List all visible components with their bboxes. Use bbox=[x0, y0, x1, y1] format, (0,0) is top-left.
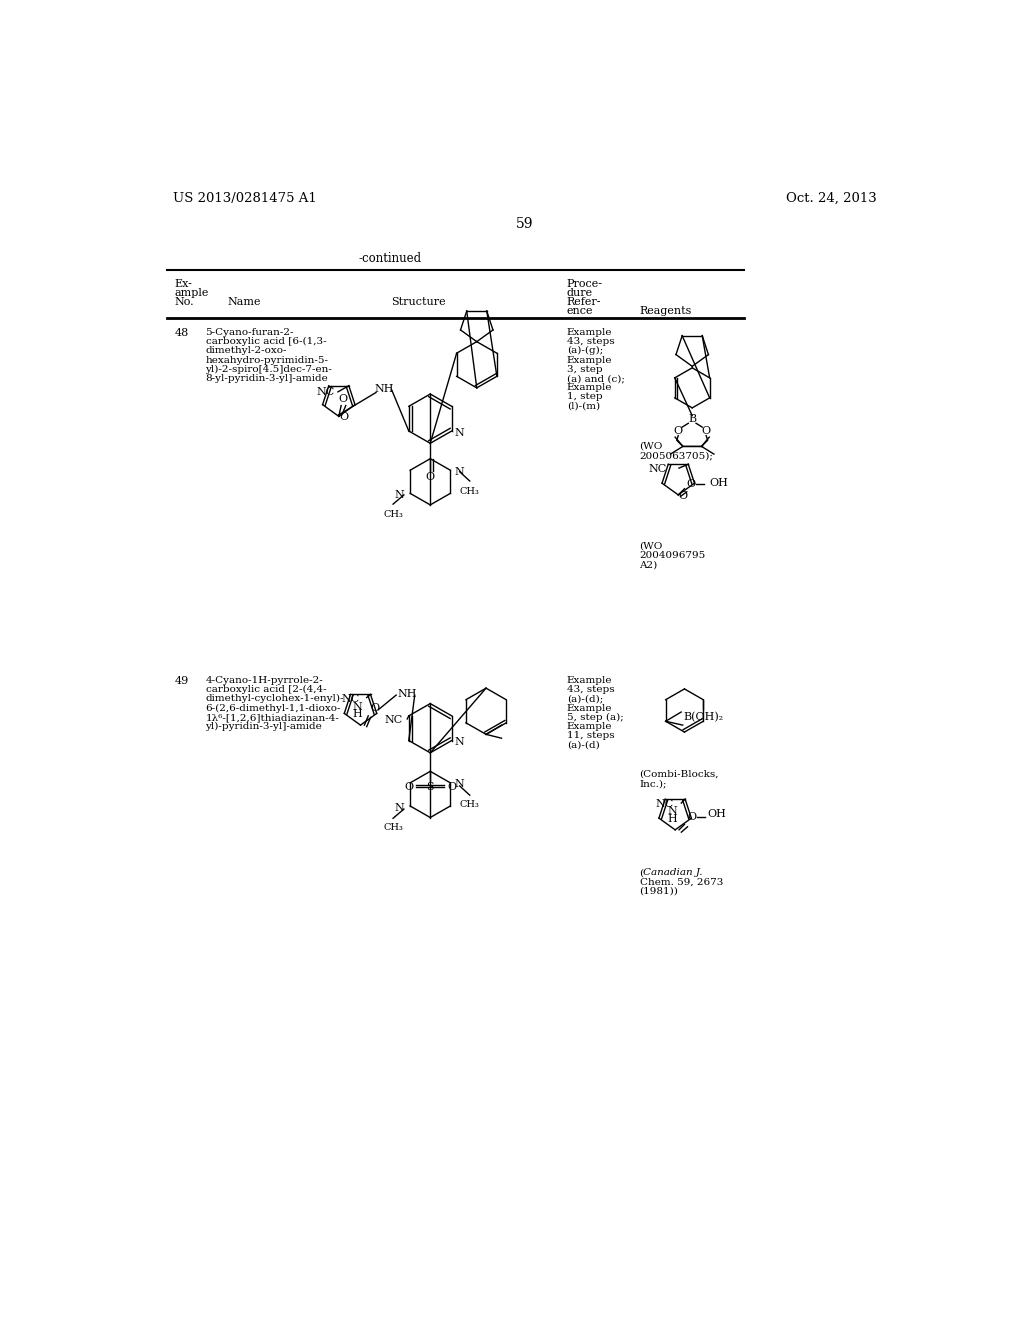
Text: OH: OH bbox=[708, 809, 727, 820]
Text: dimethyl-2-oxo-: dimethyl-2-oxo- bbox=[206, 346, 287, 355]
Text: CH₃: CH₃ bbox=[460, 487, 479, 496]
Text: 5, step (a);: 5, step (a); bbox=[566, 713, 624, 722]
Text: O: O bbox=[339, 412, 348, 422]
Text: N: N bbox=[454, 428, 464, 437]
Text: Refer-: Refer- bbox=[566, 297, 601, 308]
Text: -continued: -continued bbox=[358, 252, 422, 265]
Text: (WO: (WO bbox=[640, 442, 663, 450]
Text: ample: ample bbox=[174, 288, 209, 298]
Text: (WO: (WO bbox=[640, 543, 663, 550]
Text: H: H bbox=[668, 814, 677, 824]
Text: Example: Example bbox=[566, 704, 612, 713]
Text: NC: NC bbox=[384, 714, 402, 725]
Text: 4-Cyano-1H-pyrrole-2-: 4-Cyano-1H-pyrrole-2- bbox=[206, 676, 324, 685]
Text: O: O bbox=[338, 395, 347, 404]
Text: Chem. 59, 2673: Chem. 59, 2673 bbox=[640, 878, 723, 887]
Text: Example: Example bbox=[566, 676, 612, 685]
Text: (1981)): (1981)) bbox=[640, 887, 678, 896]
Text: US 2013/0281475 A1: US 2013/0281475 A1 bbox=[173, 191, 316, 205]
Text: dimethyl-cyclohex-1-enyl)-: dimethyl-cyclohex-1-enyl)- bbox=[206, 694, 344, 704]
Text: Name: Name bbox=[227, 297, 261, 308]
Text: (a)-(d): (a)-(d) bbox=[566, 741, 599, 750]
Text: 2005063705);: 2005063705); bbox=[640, 451, 714, 459]
Text: Reagents: Reagents bbox=[640, 306, 692, 317]
Text: O: O bbox=[426, 473, 435, 482]
Text: CH₃: CH₃ bbox=[460, 800, 479, 809]
Text: 49: 49 bbox=[174, 676, 188, 686]
Text: O: O bbox=[686, 479, 695, 490]
Text: B(OH)₂: B(OH)₂ bbox=[683, 711, 723, 722]
Text: (a)-(g);: (a)-(g); bbox=[566, 346, 603, 355]
Text: 6-(2,6-dimethyl-1,1-dioxo-: 6-(2,6-dimethyl-1,1-dioxo- bbox=[206, 704, 341, 713]
Text: yl)-pyridin-3-yl]-amide: yl)-pyridin-3-yl]-amide bbox=[206, 722, 323, 731]
Text: O: O bbox=[447, 781, 457, 792]
Text: 11, steps: 11, steps bbox=[566, 731, 614, 741]
Text: OH: OH bbox=[710, 478, 728, 487]
Text: 59: 59 bbox=[516, 216, 534, 231]
Text: No.: No. bbox=[174, 297, 195, 308]
Text: N: N bbox=[455, 467, 464, 477]
Text: S: S bbox=[426, 781, 434, 792]
Text: NC: NC bbox=[648, 463, 667, 474]
Text: O: O bbox=[674, 426, 683, 436]
Text: H: H bbox=[352, 709, 362, 719]
Text: B: B bbox=[688, 414, 696, 425]
Text: O: O bbox=[679, 491, 688, 502]
Text: Canadian J.: Canadian J. bbox=[643, 869, 702, 878]
Text: (: ( bbox=[640, 869, 644, 878]
Text: N: N bbox=[668, 807, 677, 816]
Text: Example: Example bbox=[566, 383, 612, 392]
Text: (a) and (c);: (a) and (c); bbox=[566, 374, 625, 383]
Text: O: O bbox=[701, 426, 711, 436]
Text: A2): A2) bbox=[640, 560, 657, 569]
Text: O: O bbox=[370, 704, 379, 713]
Text: N: N bbox=[454, 737, 464, 747]
Text: 1, step: 1, step bbox=[566, 392, 602, 401]
Text: Inc.);: Inc.); bbox=[640, 779, 667, 788]
Text: (l)-(m): (l)-(m) bbox=[566, 401, 600, 411]
Text: dure: dure bbox=[566, 288, 593, 298]
Text: carboxylic acid [6-(1,3-: carboxylic acid [6-(1,3- bbox=[206, 337, 326, 346]
Text: 48: 48 bbox=[174, 327, 188, 338]
Text: N: N bbox=[352, 702, 362, 711]
Text: NC: NC bbox=[341, 694, 359, 704]
Text: Example: Example bbox=[566, 327, 612, 337]
Text: CH₃: CH₃ bbox=[383, 822, 403, 832]
Text: yl)-2-spiro[4.5]dec-7-en-: yl)-2-spiro[4.5]dec-7-en- bbox=[206, 364, 333, 374]
Text: Example: Example bbox=[566, 355, 612, 364]
Text: NH: NH bbox=[397, 689, 417, 698]
Text: (a)-(d);: (a)-(d); bbox=[566, 694, 603, 704]
Text: 5-Cyano-furan-2-: 5-Cyano-furan-2- bbox=[206, 327, 294, 337]
Text: 43, steps: 43, steps bbox=[566, 337, 614, 346]
Text: Example: Example bbox=[566, 722, 612, 731]
Text: 3, step: 3, step bbox=[566, 364, 602, 374]
Text: Ex-: Ex- bbox=[174, 279, 193, 289]
Text: O: O bbox=[404, 781, 414, 792]
Text: carboxylic acid [2-(4,4-: carboxylic acid [2-(4,4- bbox=[206, 685, 326, 694]
Text: ence: ence bbox=[566, 306, 593, 317]
Text: 43, steps: 43, steps bbox=[566, 685, 614, 694]
Text: N: N bbox=[455, 779, 464, 789]
Text: 2004096795: 2004096795 bbox=[640, 552, 706, 560]
Text: Proce-: Proce- bbox=[566, 279, 603, 289]
Text: Structure: Structure bbox=[391, 297, 446, 308]
Text: 8-yl-pyridin-3-yl]-amide: 8-yl-pyridin-3-yl]-amide bbox=[206, 374, 329, 383]
Text: NH: NH bbox=[375, 384, 394, 395]
Text: NC: NC bbox=[655, 799, 674, 809]
Text: N: N bbox=[394, 803, 403, 813]
Text: (Combi-Blocks,: (Combi-Blocks, bbox=[640, 770, 719, 779]
Text: N: N bbox=[394, 490, 403, 500]
Text: Oct. 24, 2013: Oct. 24, 2013 bbox=[785, 191, 877, 205]
Text: NC: NC bbox=[316, 387, 335, 397]
Text: 1λ⁶-[1,2,6]thiadiazinan-4-: 1λ⁶-[1,2,6]thiadiazinan-4- bbox=[206, 713, 339, 722]
Text: CH₃: CH₃ bbox=[383, 511, 403, 519]
Text: O: O bbox=[688, 812, 696, 822]
Text: hexahydro-pyrimidin-5-: hexahydro-pyrimidin-5- bbox=[206, 355, 329, 364]
